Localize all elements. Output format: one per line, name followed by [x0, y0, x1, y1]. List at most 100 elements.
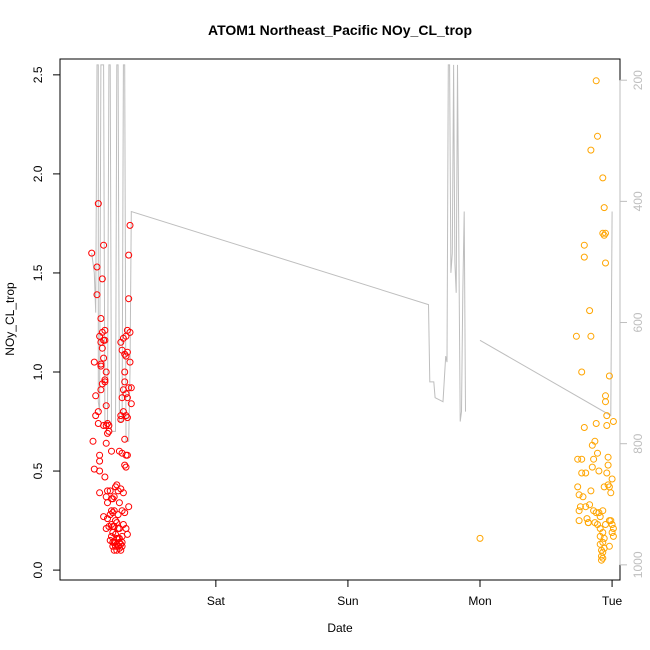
data-point-red — [121, 435, 129, 443]
data-point-red — [123, 530, 131, 538]
x-axis: Sat Sun Mon Tue — [207, 579, 623, 608]
data-point-orange — [605, 542, 613, 550]
data-point-red — [101, 336, 109, 344]
pressure-line-layer — [91, 64, 613, 442]
data-point-red — [121, 509, 129, 517]
data-point-orange — [600, 204, 608, 212]
data-point-orange — [603, 412, 611, 420]
data-point-orange — [603, 422, 611, 429]
data-point-red — [96, 489, 104, 497]
data-point-red — [101, 326, 109, 334]
data-point-orange — [586, 501, 594, 509]
data-point-orange — [608, 529, 616, 536]
data-point-red — [122, 463, 130, 471]
y-axis-right: 200 400 600 800 1000 — [619, 70, 645, 578]
data-point-red — [94, 200, 102, 208]
data-point-orange — [604, 453, 612, 461]
y2-tick-label: 800 — [631, 433, 645, 453]
data-point-red — [104, 420, 111, 427]
data-point-red — [122, 412, 130, 420]
data-point-orange — [580, 241, 588, 249]
data-point-orange — [599, 554, 607, 562]
data-point-red — [122, 352, 130, 360]
data-point-orange — [596, 513, 604, 521]
data-point-orange — [604, 461, 612, 469]
data-point-orange — [603, 469, 611, 477]
data-point-orange — [599, 507, 607, 515]
data-point-red — [92, 392, 100, 400]
data-point-orange — [600, 483, 608, 491]
data-point-orange — [576, 503, 584, 511]
data-point-red — [126, 358, 134, 366]
data-point-orange — [602, 521, 609, 528]
data-point-red — [104, 429, 111, 437]
data-point-red — [97, 360, 105, 368]
data-point-orange — [608, 521, 616, 528]
data-point-orange — [592, 77, 600, 85]
data-point-red — [117, 546, 125, 554]
data-point-red — [121, 368, 129, 376]
data-point-orange — [602, 229, 609, 237]
data-point-red — [98, 344, 106, 352]
data-point-red — [94, 408, 102, 416]
data-point-orange — [604, 481, 612, 489]
data-point-orange — [607, 517, 615, 525]
data-point-orange — [575, 491, 583, 499]
data-point-red — [105, 427, 113, 435]
data-point-orange — [582, 469, 590, 477]
data-point-orange — [584, 519, 592, 527]
data-point-orange — [594, 132, 601, 140]
data-point-orange — [575, 517, 583, 525]
data-point-red — [102, 402, 110, 410]
x-tick-label: Tue — [602, 594, 623, 608]
data-point-orange — [578, 455, 586, 463]
data-point-orange — [594, 449, 601, 457]
data-point-orange — [590, 455, 598, 463]
data-point-orange — [578, 368, 586, 376]
data-point-orange — [578, 469, 586, 477]
x-tick-label: Sun — [337, 594, 358, 608]
data-point-red — [119, 489, 127, 497]
data-point-orange — [600, 534, 608, 542]
data-point-red — [98, 275, 106, 283]
data-point-red — [102, 368, 110, 376]
y-tick-label: 2.0 — [31, 165, 45, 182]
data-point-red — [97, 315, 105, 322]
data-point-red — [97, 362, 105, 370]
data-point-red — [104, 487, 111, 495]
data-point-red — [127, 400, 135, 408]
data-point-orange — [609, 418, 617, 425]
data-point-red — [123, 451, 131, 459]
scatter-points-layer — [88, 77, 617, 564]
data-point-red — [118, 542, 126, 550]
data-point-orange — [602, 398, 609, 406]
data-point-red — [108, 507, 115, 515]
y2-tick-label: 400 — [631, 191, 645, 211]
data-point-red — [93, 291, 101, 299]
data-point-orange — [599, 174, 607, 182]
data-point-orange — [579, 493, 587, 501]
data-point-red — [100, 354, 108, 362]
x-tick-label: Sat — [207, 594, 226, 608]
data-point-orange — [587, 487, 595, 495]
data-point-orange — [574, 483, 582, 491]
data-point-orange — [587, 332, 595, 340]
data-point-orange — [580, 253, 588, 261]
chart-title: ATOM1 Northeast_Pacific NOy_CL_trop — [208, 22, 472, 38]
data-point-orange — [592, 509, 600, 517]
y-tick-label: 0.5 — [31, 462, 45, 479]
y-axis-label: NOy_CL_trop — [3, 282, 17, 356]
data-point-red — [123, 394, 131, 402]
data-point-red — [125, 384, 133, 392]
data-point-orange — [598, 552, 605, 560]
data-point-red — [115, 499, 123, 507]
data-point-red — [123, 348, 131, 356]
data-point-red — [110, 493, 118, 501]
data-point-orange — [592, 420, 600, 427]
data-point-red — [110, 507, 118, 515]
data-point-orange — [605, 372, 613, 380]
data-point-red — [121, 378, 129, 386]
y-tick-label: 2.5 — [31, 66, 45, 83]
